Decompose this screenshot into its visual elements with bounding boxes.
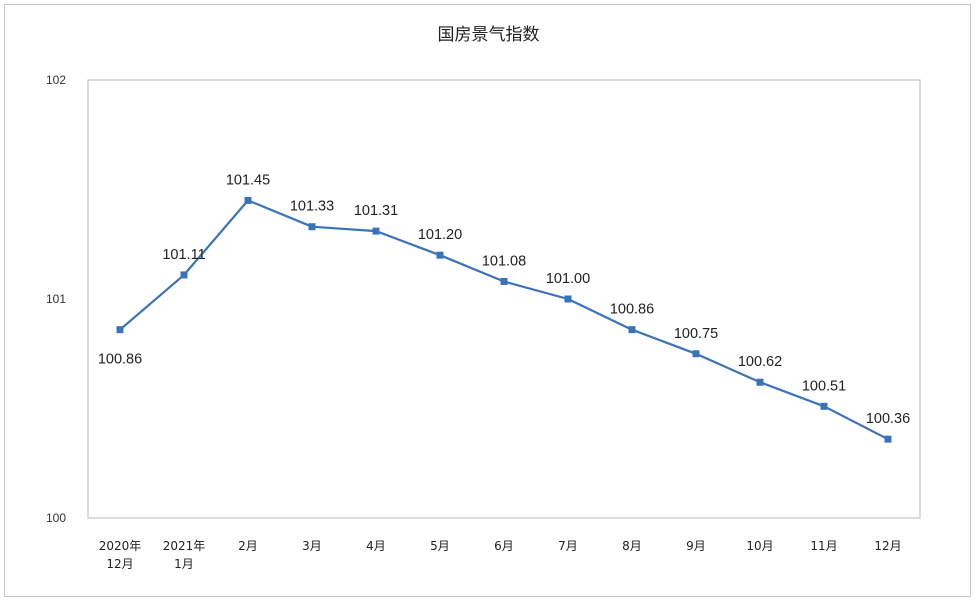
data-label: 101.08 (482, 253, 526, 269)
data-labels: 100.86 101.11 101.45 101.33 101.31 101.20 101.… (98, 172, 910, 427)
x-tick-label: 4月 (366, 539, 386, 553)
x-axis-ticks: 2020年 12月 2021年 1月 2月 3月 4月 5月 6月 7月 8月 9月 10月 11月 12月 (99, 539, 902, 571)
data-point (244, 196, 252, 204)
data-label: 100.86 (98, 352, 142, 368)
data-label: 100.51 (802, 378, 846, 394)
x-tick-label: 10月 (746, 539, 773, 553)
chart-frame (4, 4, 971, 597)
data-label: 101.20 (418, 227, 462, 243)
data-point (692, 350, 700, 358)
x-tick-label: 3月 (302, 539, 322, 553)
y-tick-label: 100 (46, 511, 66, 525)
data-label: 101.00 (546, 271, 590, 287)
y-tick-label: 102 (46, 73, 66, 87)
data-label: 100.36 (866, 411, 910, 427)
x-tick-label: 2021年 1月 (163, 539, 206, 571)
data-point (564, 295, 572, 303)
data-point (500, 277, 508, 285)
x-tick-label: 12月 (874, 539, 901, 553)
data-point (372, 227, 380, 235)
x-tick-label: 2020年 12月 (99, 539, 142, 571)
data-label: 101.45 (226, 172, 270, 188)
data-label: 101.31 (354, 203, 398, 219)
x-tick-label: 6月 (494, 539, 514, 553)
data-markers (116, 196, 892, 443)
chart-title: 国房景气指数 (437, 25, 540, 45)
y-axis-ticks: 100 101 102 (46, 73, 66, 525)
plot-area (87, 79, 921, 519)
x-tick-label: 5月 (430, 539, 450, 553)
x-tick-label: 2月 (238, 539, 258, 553)
y-tick-label: 101 (46, 292, 66, 306)
x-tick-label: 11月 (810, 539, 837, 553)
x-tick-label: 9月 (686, 539, 706, 553)
data-point (628, 326, 636, 334)
data-label: 101.11 (162, 247, 205, 263)
data-point (884, 435, 892, 443)
data-point (308, 223, 316, 231)
data-label: 100.75 (674, 326, 718, 342)
series-line (119, 199, 889, 441)
x-tick-label: 8月 (622, 539, 642, 553)
data-point (820, 402, 828, 410)
x-tick-label: 7月 (558, 539, 578, 553)
data-point (436, 251, 444, 259)
data-label: 100.86 (610, 302, 654, 318)
data-point (180, 271, 188, 279)
data-label: 101.33 (290, 199, 334, 215)
data-point (116, 326, 124, 334)
data-label: 100.62 (738, 354, 782, 370)
data-point (756, 378, 764, 386)
